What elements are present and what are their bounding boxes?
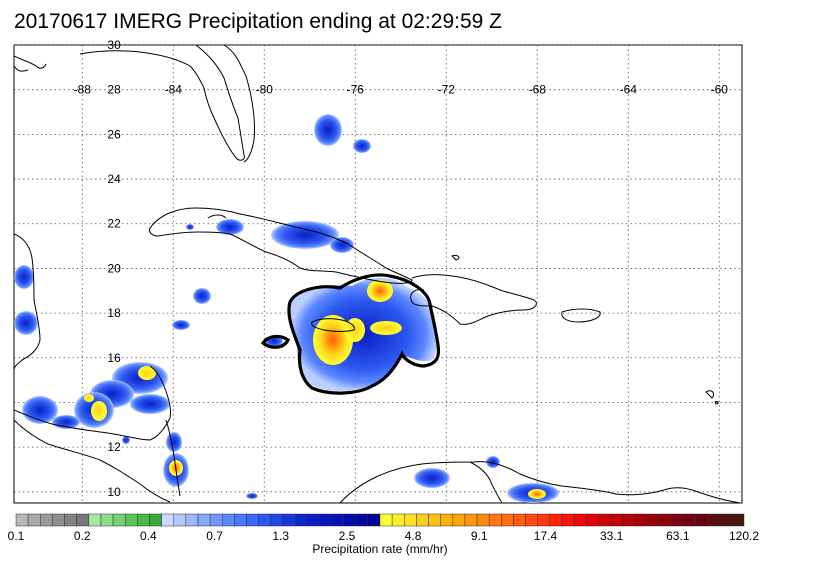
colorbar-swatch — [561, 513, 575, 527]
colorbar-swatch — [404, 513, 417, 527]
colorbar-swatch — [15, 513, 29, 527]
map-title: 20170617 IMERG Precipitation ending at 0… — [14, 10, 502, 33]
colorbar-swatch — [549, 513, 563, 527]
colorbar-tick-label: 120.2 — [728, 529, 760, 543]
latitude-tick-label: 20 — [107, 261, 121, 275]
colorbar-swatch — [634, 513, 648, 527]
colorbar-tick-label: 4.8 — [404, 529, 422, 543]
latitude-tick-label: 18 — [107, 306, 121, 320]
longitude-tick-label: -88 — [74, 83, 92, 97]
colorbar-swatch — [173, 513, 187, 527]
colorbar-swatch — [488, 513, 502, 527]
warning-contour — [260, 273, 441, 395]
colorbar-tick-label: 17.4 — [533, 529, 558, 543]
colorbar-swatch — [52, 513, 65, 527]
colorbar-swatch — [88, 513, 102, 527]
colorbar-swatch — [683, 513, 696, 527]
colorbar-swatch — [343, 513, 356, 527]
colorbar-swatch — [586, 513, 599, 527]
longitude-tick-label: -64 — [620, 83, 638, 97]
colorbar-swatch — [670, 513, 684, 527]
colorbar-tick-label: 0.1 — [7, 529, 25, 543]
colorbar-swatch — [658, 513, 672, 527]
colorbar-swatch — [137, 513, 150, 527]
colorbar-swatch — [391, 513, 405, 527]
colorbar-swatch — [428, 513, 441, 527]
colorbar-swatch — [646, 513, 660, 527]
colorbar-swatch — [222, 513, 235, 527]
colorbar-swatch — [476, 513, 490, 527]
colorbar-swatch — [525, 513, 538, 527]
colorbar-swatch — [124, 513, 138, 527]
longitude-tick-label: -80 — [256, 83, 274, 97]
colorbar-tick-label: 33.1 — [599, 529, 624, 543]
colorbar-swatch — [513, 513, 526, 527]
colorbar-swatch — [76, 513, 90, 527]
colorbar-swatch — [40, 513, 53, 527]
colorbar-label: Precipitation rate (mm/hr) — [312, 542, 448, 556]
latitude-tick-label: 28 — [107, 83, 121, 97]
colorbar-swatch — [282, 513, 296, 527]
colorbar-swatch — [719, 513, 733, 527]
colorbar-swatch — [610, 513, 623, 527]
colorbar-swatch — [319, 513, 332, 527]
colorbar-swatch — [379, 513, 393, 527]
colorbar-tick-label: 9.1 — [470, 529, 488, 543]
latitude-tick-label: 10 — [107, 485, 121, 499]
longitude-labels: -88 -84 -80 -76 -72 -68 -64 -60 — [74, 83, 729, 97]
longitude-tick-label: -68 — [529, 83, 547, 97]
colorbar-swatch — [197, 513, 211, 527]
colorbar-swatch — [695, 513, 708, 527]
latitude-tick-label: 26 — [107, 127, 121, 141]
colorbar-swatch — [161, 513, 174, 527]
colorbar-swatch — [537, 513, 551, 527]
colorbar-swatch — [306, 513, 320, 527]
latitude-tick-label: 30 — [107, 38, 121, 52]
colorbar-tick-label: 63.1 — [666, 529, 690, 543]
colorbar-tick-label: 0.7 — [206, 529, 223, 543]
latitude-labels: 10 12 16 18 20 22 24 26 28 30 — [107, 38, 121, 499]
colorbar-swatch — [355, 513, 369, 527]
colorbar-swatch — [234, 513, 247, 527]
latitude-tick-label: 12 — [107, 440, 121, 454]
precip-cores — [84, 280, 546, 499]
colorbar-swatch — [294, 513, 308, 527]
colorbar-swatch — [112, 513, 126, 527]
colorbar-swatch — [64, 513, 77, 527]
longitude-tick-label: -76 — [347, 83, 365, 97]
longitude-tick-label: -84 — [165, 83, 183, 97]
colorbar-swatch — [416, 513, 429, 527]
longitude-tick-label: -72 — [438, 83, 456, 97]
latitude-tick-label: 16 — [107, 351, 121, 365]
colorbar-swatch — [258, 513, 272, 527]
longitude-tick-label: -60 — [711, 83, 729, 97]
colorbar-swatch — [731, 513, 745, 527]
colorbar-swatch — [331, 513, 344, 527]
colorbar-tick-label: 0.4 — [140, 529, 157, 543]
colorbar-swatch — [598, 513, 611, 527]
colorbar-tick-label: 1.3 — [272, 529, 290, 543]
colorbar-swatch — [367, 513, 381, 527]
colorbar-swatch — [707, 513, 720, 527]
colorbar-swatch — [452, 513, 466, 527]
colorbar-swatch — [440, 513, 454, 527]
colorbar-swatch — [622, 513, 636, 527]
colorbar-swatch — [246, 513, 259, 527]
latitude-tick-label: 24 — [107, 172, 121, 186]
colorbar-tick-label: 0.2 — [73, 529, 91, 543]
colorbar-tick-label: 2.5 — [338, 529, 356, 543]
colorbar-swatch — [149, 513, 162, 527]
colorbar-swatch — [209, 513, 223, 527]
colorbar-swatch — [100, 513, 114, 527]
colorbar-swatch — [573, 513, 587, 527]
colorbar-swatch — [501, 513, 514, 527]
colorbar-swatch — [464, 513, 478, 527]
colorbar-swatch — [27, 513, 41, 527]
colorbar-swatch — [270, 513, 284, 527]
colorbar-swatch — [185, 513, 199, 527]
latitude-tick-label: 22 — [107, 217, 121, 231]
coastlines — [14, 45, 741, 503]
